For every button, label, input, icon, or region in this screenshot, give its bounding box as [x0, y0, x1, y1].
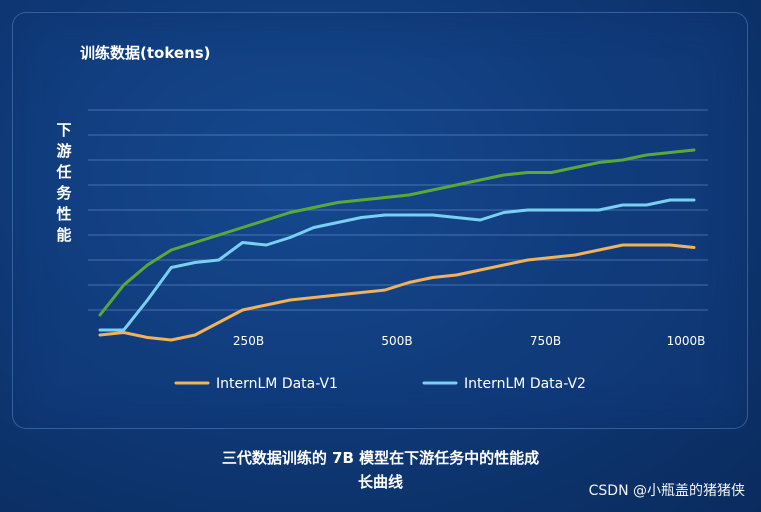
figure-caption: 三代数据训练的 7B 模型在下游任务中的性能成 长曲线	[0, 446, 761, 494]
y-axis-label: 下游任务性能	[56, 121, 72, 244]
series-line-2	[98, 148, 696, 317]
x-tick-label-3: 1000B	[667, 334, 706, 348]
x-tick-label-1: 500B	[381, 334, 412, 348]
x-tick-label-2: 750B	[530, 334, 561, 348]
series-line-1	[98, 198, 696, 332]
caption-line-1: 三代数据训练的 7B 模型在下游任务中的性能成	[221, 449, 540, 467]
chart-y-title: 训练数据(tokens)	[80, 44, 211, 62]
watermark-text: CSDN @小瓶盖的猪猪侠	[588, 483, 745, 499]
legend-label-0: InternLM Data-V1	[216, 376, 338, 392]
x-tick-label-0: 250B	[233, 334, 264, 348]
caption-line-2: 长曲线	[357, 473, 403, 491]
chart-panel	[12, 12, 748, 429]
legend-label-1: InternLM Data-V2	[464, 376, 586, 392]
series-line-0	[98, 243, 696, 342]
